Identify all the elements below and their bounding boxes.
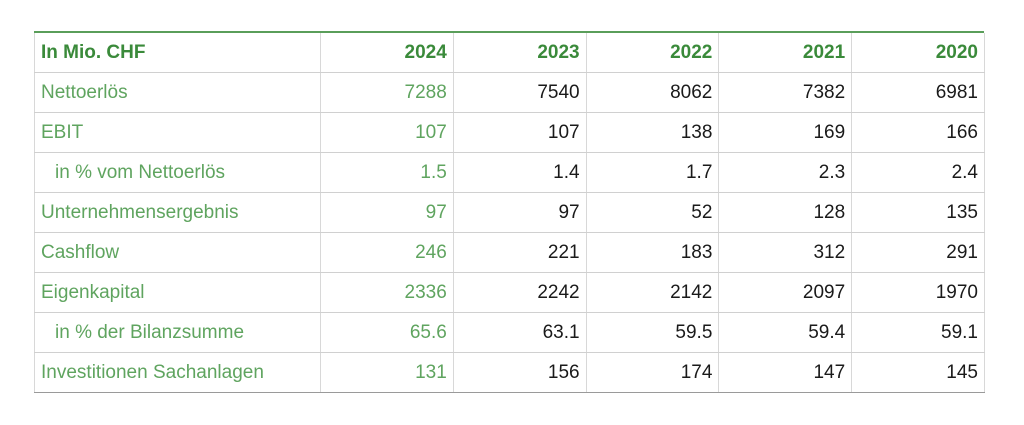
row-label: Eigenkapital xyxy=(34,272,321,313)
row-label: Unternehmensergebnis xyxy=(34,192,321,233)
cell-value: 107 xyxy=(453,112,587,153)
cell-value: 2.3 xyxy=(718,152,853,193)
cell-value-current: 107 xyxy=(320,112,454,153)
cell-value: 174 xyxy=(586,352,720,393)
cell-value: 8062 xyxy=(586,72,720,113)
header-year-2023: 2023 xyxy=(453,33,587,73)
cell-value: 52 xyxy=(586,192,720,233)
row-label: Investitionen Sachanlagen xyxy=(34,352,321,393)
cell-value-current: 97 xyxy=(320,192,454,233)
cell-value: 183 xyxy=(586,232,720,273)
cell-value: 2142 xyxy=(586,272,720,313)
header-unit-label: In Mio. CHF xyxy=(34,33,321,73)
cell-value: 145 xyxy=(851,352,985,393)
financial-summary-table: In Mio. CHF 2024 2023 2022 2021 2020 Net… xyxy=(34,33,985,393)
cell-value-current: 1.5 xyxy=(320,152,454,193)
cell-value-current: 246 xyxy=(320,232,454,273)
row-label: EBIT xyxy=(34,112,321,153)
cell-value: 128 xyxy=(718,192,853,233)
row-label: Cashflow xyxy=(34,232,321,273)
cell-value: 312 xyxy=(718,232,853,273)
cell-value-current: 65.6 xyxy=(320,312,454,353)
cell-value: 135 xyxy=(851,192,985,233)
header-year-2024: 2024 xyxy=(320,33,454,73)
header-year-2020: 2020 xyxy=(851,33,985,73)
cell-value: 156 xyxy=(453,352,587,393)
table-row: EBIT 107 107 138 169 166 xyxy=(34,112,985,153)
table-row: Unternehmensergebnis 97 97 52 128 135 xyxy=(34,192,985,233)
cell-value-current: 7288 xyxy=(320,72,454,113)
row-label: in % vom Nettoerlös xyxy=(34,152,321,193)
cell-value: 1.7 xyxy=(586,152,720,193)
cell-value: 2.4 xyxy=(851,152,985,193)
table-row: Eigenkapital 2336 2242 2142 2097 1970 xyxy=(34,272,985,313)
header-year-2021: 2021 xyxy=(718,33,853,73)
cell-value-current: 131 xyxy=(320,352,454,393)
cell-value: 59.5 xyxy=(586,312,720,353)
table-header-row: In Mio. CHF 2024 2023 2022 2021 2020 xyxy=(34,33,985,73)
cell-value: 63.1 xyxy=(453,312,587,353)
cell-value: 138 xyxy=(586,112,720,153)
cell-value: 221 xyxy=(453,232,587,273)
cell-value: 2242 xyxy=(453,272,587,313)
cell-value: 7382 xyxy=(718,72,853,113)
cell-value: 166 xyxy=(851,112,985,153)
cell-value: 59.4 xyxy=(718,312,853,353)
row-label: in % der Bilanzsumme xyxy=(34,312,321,353)
table-row: Investitionen Sachanlagen 131 156 174 14… xyxy=(34,352,985,393)
cell-value: 147 xyxy=(718,352,853,393)
cell-value: 97 xyxy=(453,192,587,233)
table-row: in % der Bilanzsumme 65.6 63.1 59.5 59.4… xyxy=(34,312,985,353)
cell-value: 2097 xyxy=(718,272,853,313)
cell-value: 291 xyxy=(851,232,985,273)
financial-table-container: In Mio. CHF 2024 2023 2022 2021 2020 Net… xyxy=(34,31,985,393)
header-year-2022: 2022 xyxy=(586,33,720,73)
cell-value: 59.1 xyxy=(851,312,985,353)
cell-value: 7540 xyxy=(453,72,587,113)
cell-value-current: 2336 xyxy=(320,272,454,313)
table-row: Cashflow 246 221 183 312 291 xyxy=(34,232,985,273)
table-row: in % vom Nettoerlös 1.5 1.4 1.7 2.3 2.4 xyxy=(34,152,985,193)
row-label: Nettoerlös xyxy=(34,72,321,113)
table-body: Nettoerlös 7288 7540 8062 7382 6981 EBIT… xyxy=(34,72,985,393)
cell-value: 169 xyxy=(718,112,853,153)
cell-value: 1970 xyxy=(851,272,985,313)
cell-value: 1.4 xyxy=(453,152,587,193)
table-row: Nettoerlös 7288 7540 8062 7382 6981 xyxy=(34,72,985,113)
cell-value: 6981 xyxy=(851,72,985,113)
